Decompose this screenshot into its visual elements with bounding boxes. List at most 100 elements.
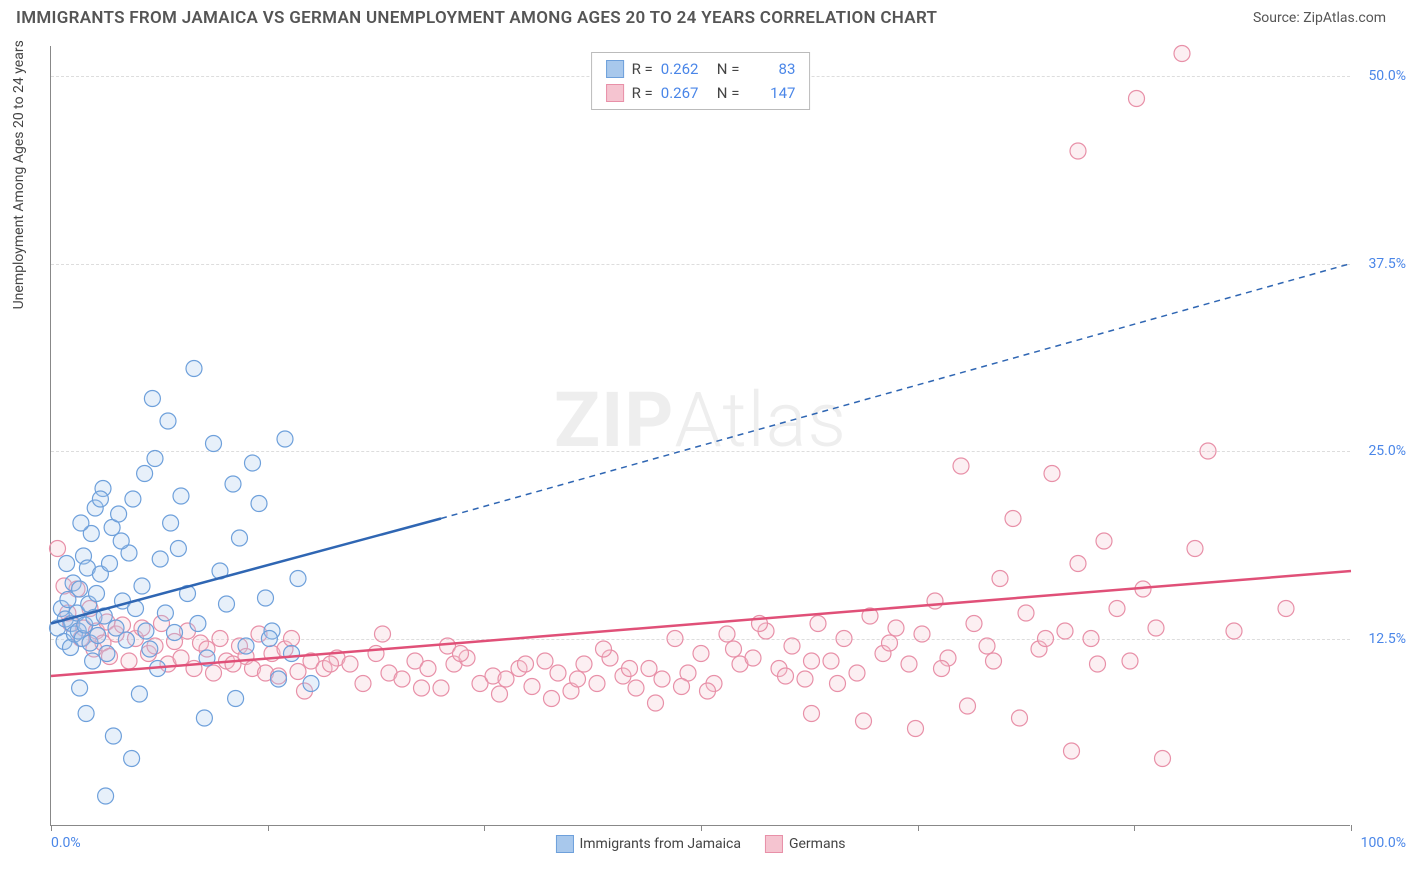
scatter-point: [258, 590, 274, 606]
scatter-point: [142, 641, 158, 657]
scatter-point: [303, 676, 319, 692]
scatter-point: [1057, 623, 1073, 639]
y-tick-label: 37.5%: [1368, 256, 1406, 272]
legend-swatch-germans: [765, 835, 783, 853]
legend-label-germans: Germans: [789, 836, 846, 852]
stats-row-1: R = 0.262 N = 83: [606, 57, 796, 81]
x-tick-mark: [484, 825, 485, 831]
scatter-point: [433, 680, 449, 696]
scatter-point: [134, 578, 150, 594]
scatter-point: [284, 631, 300, 647]
scatter-point: [124, 751, 140, 767]
scatter-point: [1064, 743, 1080, 759]
scatter-point: [186, 361, 202, 377]
stats-r-label: R =: [632, 57, 653, 81]
scatter-point: [979, 638, 995, 654]
scatter-point: [92, 491, 108, 507]
scatter-point: [823, 653, 839, 669]
x-tick-mark: [268, 825, 269, 831]
stats-n-val-2: 147: [747, 81, 795, 105]
x-tick-mark: [701, 825, 702, 831]
scatter-point: [111, 506, 127, 522]
scatter-point: [674, 679, 690, 695]
scatter-point: [1083, 631, 1099, 647]
scatter-point: [125, 491, 141, 507]
scatter-point: [1122, 653, 1138, 669]
scatter-point: [1005, 511, 1021, 527]
scatter-point: [137, 466, 153, 482]
stats-r-val-1: 0.262: [661, 57, 709, 81]
scatter-point: [550, 665, 566, 681]
scatter-point: [147, 451, 163, 467]
chart-plot-area: Unemployment Among Ages 20 to 24 years Z…: [50, 46, 1350, 826]
x-tick-mark: [51, 825, 52, 831]
scatter-point: [190, 616, 206, 632]
scatter-point: [121, 653, 137, 669]
scatter-point: [196, 710, 212, 726]
scatter-point: [323, 656, 339, 672]
scatter-point: [1070, 143, 1086, 159]
scatter-point: [901, 656, 917, 672]
scatter-point: [778, 668, 794, 684]
scatter-point: [167, 625, 183, 641]
x-tick-label-0: 0.0%: [51, 835, 81, 851]
stats-n-label-2: N =: [717, 81, 740, 105]
scatter-point: [394, 671, 410, 687]
scatter-point: [492, 686, 508, 702]
scatter-point: [1155, 751, 1171, 767]
scatter-point: [518, 656, 534, 672]
stats-n-label: N =: [717, 57, 740, 81]
scatter-point: [908, 721, 924, 737]
scatter-point: [368, 646, 384, 662]
scatter-point: [90, 628, 106, 644]
scatter-point: [804, 706, 820, 722]
scatter-point: [719, 626, 735, 642]
scatter-point: [745, 650, 761, 666]
stats-row-2: R = 0.267 N = 147: [606, 81, 796, 105]
scatter-point: [693, 646, 709, 662]
scatter-point: [118, 632, 134, 648]
scatter-point: [524, 679, 540, 695]
scatter-point: [1070, 556, 1086, 572]
scatter-point: [59, 556, 75, 572]
scatter-point: [1018, 605, 1034, 621]
scatter-point: [160, 413, 176, 429]
scatter-point: [856, 713, 872, 729]
scatter-point: [641, 661, 657, 677]
scatter-point: [810, 616, 826, 632]
chart-title: IMMIGRANTS FROM JAMAICA VS GERMAN UNEMPL…: [16, 8, 937, 28]
scatter-point: [72, 581, 88, 597]
scatter-point: [953, 458, 969, 474]
scatter-point: [888, 620, 904, 636]
scatter-point: [85, 653, 101, 669]
scatter-point: [131, 686, 147, 702]
scatter-point: [238, 638, 254, 654]
scatter-point: [1090, 656, 1106, 672]
scatter-point: [277, 431, 293, 447]
scatter-point: [152, 551, 168, 567]
scatter-point: [992, 571, 1008, 587]
scatter-point: [50, 541, 66, 557]
scatter-point: [163, 515, 179, 531]
scatter-point: [1187, 541, 1203, 557]
scatter-point: [144, 391, 160, 407]
scatter-point: [206, 665, 222, 681]
scatter-point: [89, 586, 105, 602]
scatter-point: [1200, 443, 1216, 459]
scatter-point: [544, 691, 560, 707]
scatter-point: [105, 728, 121, 744]
scatter-point: [225, 476, 241, 492]
legend-swatch-jamaica: [555, 835, 573, 853]
scatter-point: [1148, 620, 1164, 636]
stats-r-val-2: 0.267: [661, 81, 709, 105]
scatter-point: [537, 653, 553, 669]
scatter-point: [797, 671, 813, 687]
scatter-point: [700, 683, 716, 699]
scatter-point: [206, 436, 222, 452]
scatter-point: [173, 488, 189, 504]
scatter-point: [784, 638, 800, 654]
stats-swatch-germans: [606, 84, 624, 102]
scatter-point: [284, 646, 300, 662]
scatter-point: [1129, 91, 1145, 107]
scatter-point: [498, 671, 514, 687]
